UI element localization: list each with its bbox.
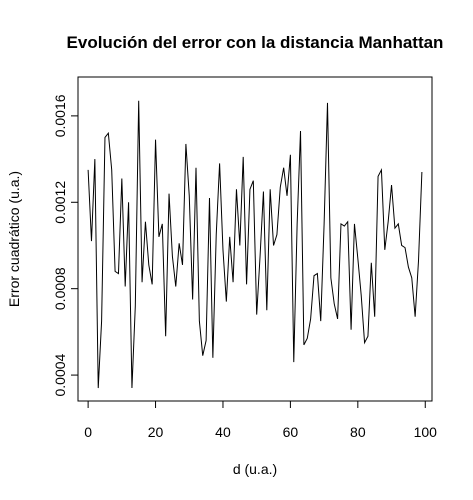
y-axis-label: Error cuadrático (u.a.) <box>6 171 22 307</box>
series-line <box>87 100 423 389</box>
x-tick-label: 40 <box>215 424 231 440</box>
x-tick-label: 0 <box>84 424 92 440</box>
y-tick-label: 0.0016 <box>52 94 68 137</box>
x-tick-label: 20 <box>148 424 164 440</box>
x-tick-label: 60 <box>283 424 299 440</box>
x-axis-label: d (u.a.) <box>233 461 277 477</box>
series-layer <box>87 100 423 389</box>
x-axis: 0 20 40 60 80 100 <box>84 400 438 440</box>
y-tick-label: 0.0008 <box>52 267 68 310</box>
y-tick-label: 0.0004 <box>52 353 68 396</box>
y-tick-label: 0.0012 <box>52 181 68 224</box>
x-tick-label: 80 <box>350 424 366 440</box>
x-tick-label: 100 <box>414 424 438 440</box>
y-axis: 0.0004 0.0008 0.0012 0.0016 <box>52 94 79 396</box>
chart-title: Evolución del error con la distancia Man… <box>67 33 444 52</box>
